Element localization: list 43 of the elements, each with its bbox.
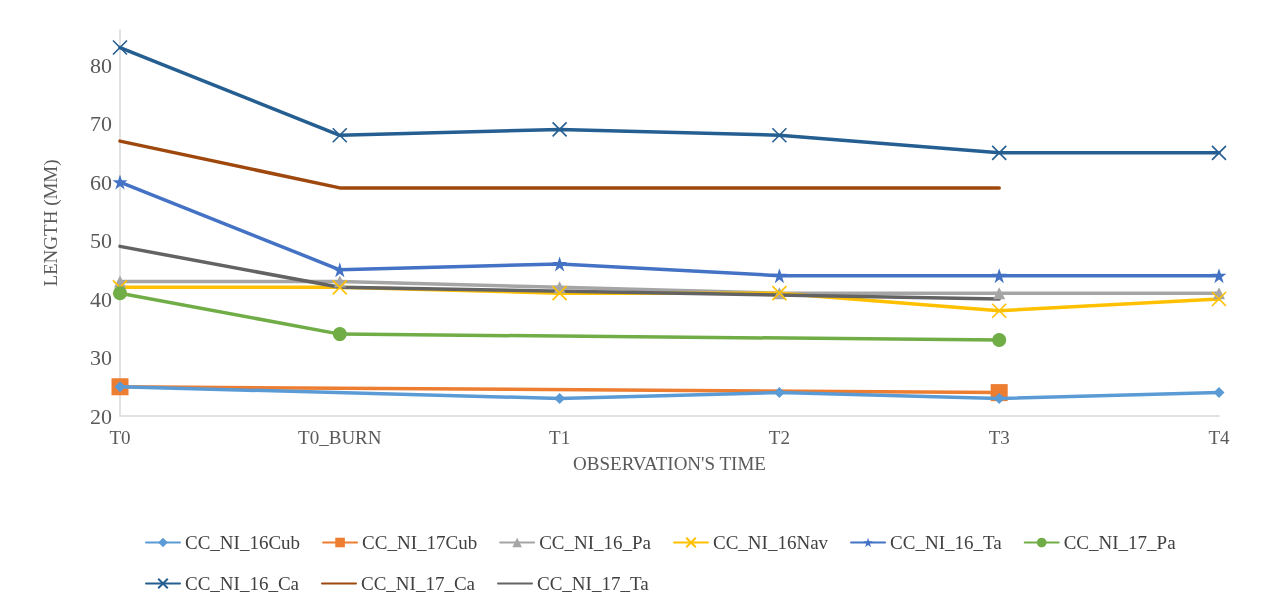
y-tick-label: 70 bbox=[90, 111, 112, 137]
point bbox=[991, 145, 1007, 161]
y-tick-label: 50 bbox=[90, 228, 112, 254]
x-tick-label: T4 bbox=[1208, 427, 1231, 448]
point bbox=[1211, 268, 1227, 284]
point bbox=[332, 279, 348, 296]
x-tick-label: T3 bbox=[988, 427, 1010, 448]
y-axis-title: LENGTH (MM) bbox=[40, 159, 62, 287]
legend-label: CC_NI_17Cub bbox=[362, 532, 478, 553]
y-tick-label: 60 bbox=[90, 169, 112, 195]
legend-label: CC_NI_16_Ca bbox=[185, 573, 300, 594]
point bbox=[1211, 145, 1227, 161]
point bbox=[993, 287, 1006, 300]
point bbox=[113, 286, 127, 301]
point bbox=[1211, 291, 1227, 307]
y-tick-label: 30 bbox=[90, 345, 112, 371]
point bbox=[552, 256, 568, 272]
legend-label: CC_NI_17_Pa bbox=[1063, 532, 1177, 553]
y-tick-label: 20 bbox=[90, 403, 112, 429]
legend-label: CC_NI_16Nav bbox=[713, 532, 829, 553]
point bbox=[332, 327, 347, 342]
point bbox=[332, 127, 348, 144]
point bbox=[771, 127, 788, 144]
point bbox=[991, 268, 1007, 284]
point bbox=[771, 268, 787, 284]
x-tick-label: T0 bbox=[109, 427, 131, 448]
point bbox=[112, 39, 128, 56]
x-tick-label: T0_BURN bbox=[298, 427, 382, 448]
legend-label: CC_NI_17_Ca bbox=[361, 573, 476, 594]
legend-label: CC_NI_16_Ta bbox=[890, 532, 1003, 553]
legend-label: CC_NI_16_Pa bbox=[539, 532, 652, 553]
point bbox=[551, 121, 568, 138]
legend-label: CC_NI_17_Ta bbox=[537, 573, 650, 594]
x-tick-label: T1 bbox=[549, 427, 571, 448]
y-tick-label: 40 bbox=[90, 286, 112, 312]
point bbox=[112, 174, 128, 190]
legend-label: CC_NI_16Cub bbox=[185, 532, 301, 553]
y-tick-label: 80 bbox=[90, 52, 112, 78]
point bbox=[992, 332, 1007, 347]
x-axis-title: OBSERVATION'S TIME bbox=[573, 453, 766, 474]
point bbox=[991, 302, 1007, 319]
x-tick-label: T2 bbox=[768, 427, 790, 448]
point bbox=[551, 285, 568, 301]
